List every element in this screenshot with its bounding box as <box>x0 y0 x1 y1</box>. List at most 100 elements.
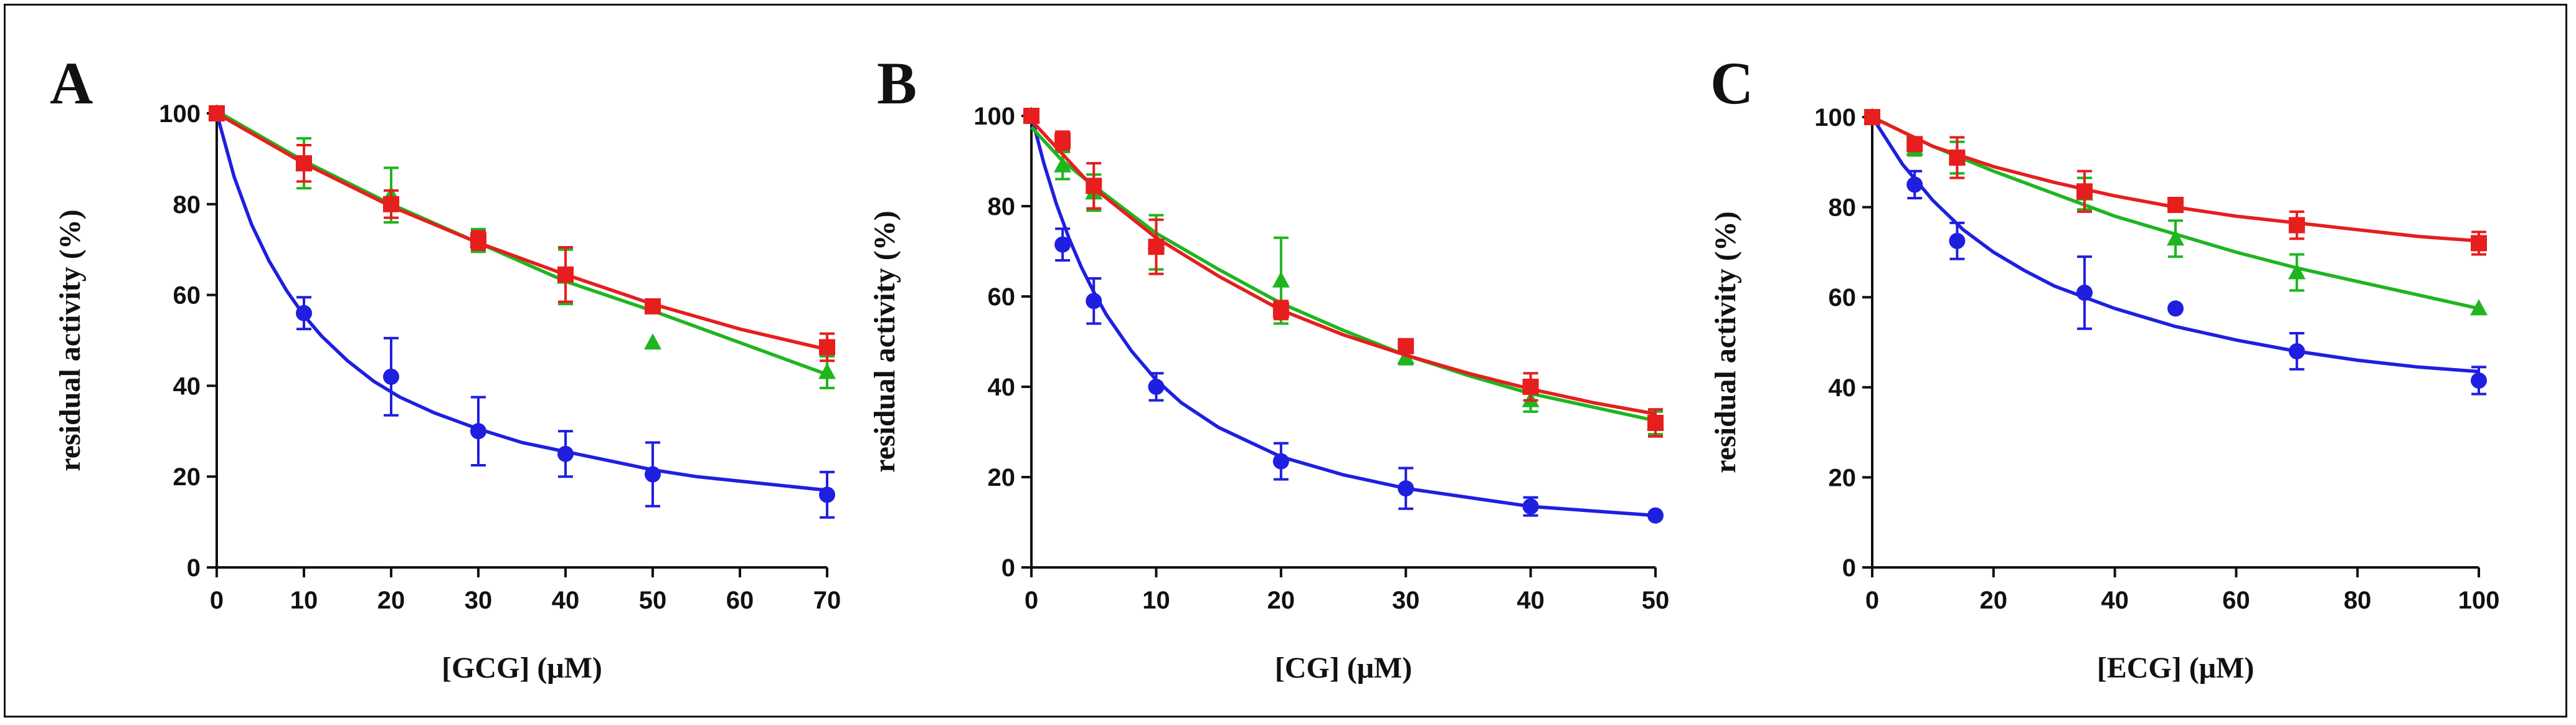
y-tick-label: 40 <box>1829 374 1857 402</box>
data-point-square <box>1864 109 1880 125</box>
x-tick-label: 30 <box>465 587 493 614</box>
y-tick-label: 80 <box>173 191 201 219</box>
data-point-circle <box>1522 498 1539 515</box>
series-blue <box>1023 108 1664 524</box>
x-tick-label: 50 <box>639 587 667 614</box>
data-point-square <box>2167 196 2184 213</box>
data-point-circle <box>557 445 574 462</box>
data-point-circle <box>1949 232 1966 249</box>
panel-a: A 0 10 20 30 40 50 60 70 0 20 40 60 80 100 [GCG] (μM) re… <box>50 50 841 685</box>
y-tick-label: 100 <box>973 103 1015 130</box>
x-tick-label: 30 <box>1392 587 1420 614</box>
data-point-circle <box>1647 507 1664 524</box>
panel-letter: B <box>877 50 917 116</box>
data-point-circle <box>1906 176 1923 193</box>
data-point-square <box>1398 338 1414 354</box>
data-point-square <box>1906 136 1923 153</box>
x-tick-label: 40 <box>1517 587 1545 614</box>
x-tick-label: 0 <box>1865 587 1879 614</box>
y-tick-label: 60 <box>173 282 201 310</box>
data-point-circle <box>645 466 661 483</box>
series-green <box>208 104 836 390</box>
data-point-square <box>1949 149 1966 166</box>
x-tick-label: 60 <box>2222 587 2250 614</box>
data-point-square <box>296 155 312 172</box>
data-point-square <box>209 105 225 121</box>
y-tick-label: 80 <box>988 193 1016 220</box>
data-point-square <box>645 298 661 315</box>
data-point-circle <box>1272 453 1289 470</box>
series-red <box>1023 108 1664 438</box>
data-point-triangle <box>2470 299 2488 316</box>
data-point-circle <box>1086 293 1102 310</box>
series-red <box>1864 109 2487 256</box>
series-green <box>1023 107 1664 436</box>
y-tick-label: 20 <box>173 463 201 491</box>
data-point-square <box>557 266 574 283</box>
x-tick-label: 40 <box>2101 587 2129 614</box>
data-point-circle <box>2167 300 2184 317</box>
y-tick-label: 0 <box>187 554 201 582</box>
y-tick-label: 20 <box>988 464 1016 491</box>
x-tick-label: 100 <box>2458 587 2500 614</box>
x-tick-label: 40 <box>552 587 580 614</box>
panel-c: C 0 20 40 60 80 100 0 20 40 60 80 100 [ECG] (μM) resid… <box>1709 50 2499 685</box>
y-tick-label: 40 <box>173 372 201 400</box>
y-axis-title: residual activity (%) <box>868 211 901 472</box>
data-point-triangle <box>2167 229 2184 246</box>
data-point-triangle <box>1054 156 1072 173</box>
data-point-square <box>819 339 835 356</box>
series-red <box>209 105 835 362</box>
panel-b: B 0 10 20 30 40 50 0 20 40 60 80 100 [CG] (μM) residua… <box>868 50 1669 685</box>
data-point-triangle <box>1272 271 1290 288</box>
data-point-square <box>1086 178 1102 194</box>
data-point-square <box>470 232 486 249</box>
x-axis-title: [CG] (μM) <box>1275 652 1412 685</box>
x-tick-label: 0 <box>1025 587 1038 614</box>
data-point-triangle <box>818 362 836 379</box>
x-tick-label: 10 <box>1142 587 1170 614</box>
data-point-square <box>1647 415 1664 431</box>
fit-curve-green <box>215 110 828 376</box>
x-tick-label: 20 <box>1267 587 1295 614</box>
data-point-circle <box>1148 379 1165 395</box>
data-point-square <box>383 196 399 212</box>
data-point-square <box>1272 301 1289 318</box>
y-tick-label: 80 <box>1829 194 1857 222</box>
data-point-circle <box>2076 284 2093 301</box>
fit-curve-red <box>1030 119 1656 416</box>
y-tick-label: 60 <box>988 283 1016 311</box>
data-point-circle <box>1398 480 1414 497</box>
fit-curve-green <box>1030 126 1656 423</box>
y-tick-label: 60 <box>1829 284 1857 311</box>
y-tick-label: 100 <box>159 100 201 128</box>
x-tick-label: 20 <box>377 587 405 614</box>
y-tick-label: 0 <box>1002 554 1015 582</box>
data-point-square <box>1148 239 1165 255</box>
x-tick-label: 0 <box>210 587 224 614</box>
data-point-circle <box>2471 372 2487 389</box>
data-point-square <box>1023 108 1039 124</box>
fit-curve-blue <box>1030 115 1656 518</box>
data-point-circle <box>470 423 486 440</box>
y-tick-label: 100 <box>1814 104 1856 131</box>
data-point-circle <box>819 486 835 503</box>
panel-letter: A <box>50 50 93 116</box>
y-axis-title: residual activity (%) <box>54 209 87 471</box>
data-point-square <box>1054 132 1071 149</box>
figure-frame <box>4 4 2567 718</box>
data-point-triangle <box>644 333 661 350</box>
data-point-circle <box>2288 343 2305 359</box>
x-tick-label: 20 <box>1980 587 2008 614</box>
data-point-circle <box>383 368 399 385</box>
fit-curve-blue <box>215 113 828 492</box>
data-point-square <box>2471 235 2487 252</box>
data-point-square <box>2076 183 2093 200</box>
y-axis-title: residual activity (%) <box>1709 211 1742 473</box>
y-tick-label: 0 <box>1842 554 1856 582</box>
panel-letter: C <box>1710 50 1753 116</box>
data-point-circle <box>1054 236 1071 253</box>
fit-curve-red <box>215 111 828 351</box>
data-point-circle <box>296 305 312 321</box>
data-point-square <box>1522 379 1539 395</box>
